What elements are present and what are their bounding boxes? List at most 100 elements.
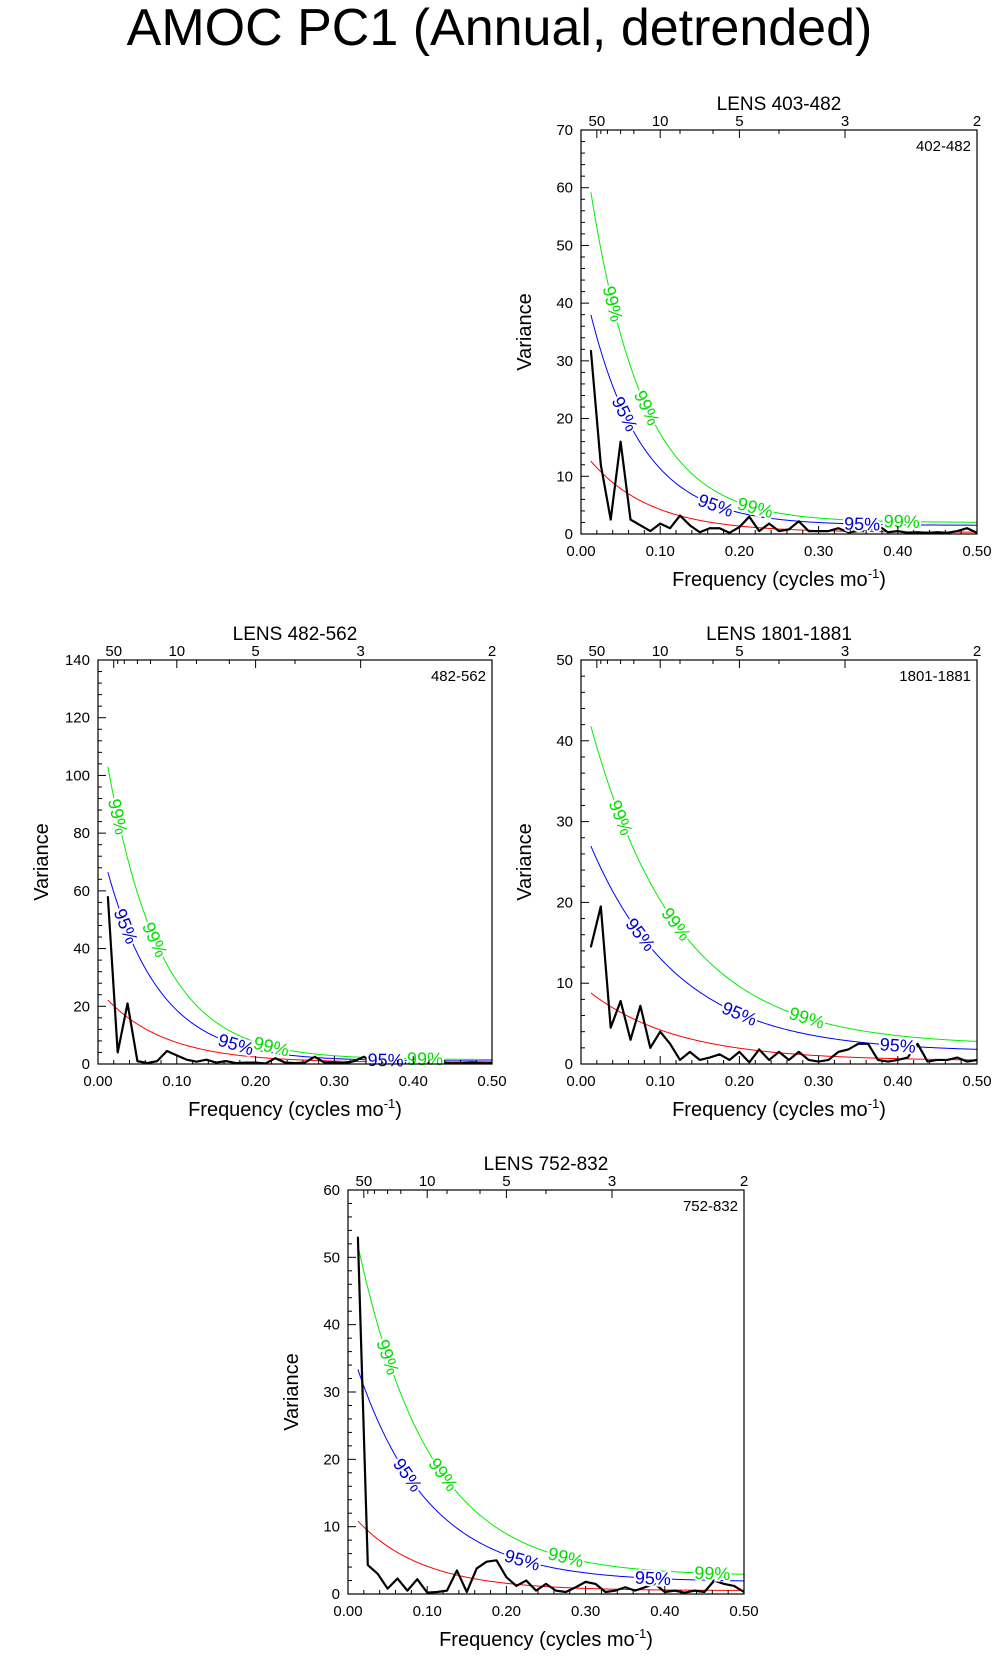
spectrum-point: [877, 1059, 879, 1061]
spectrum-point: [466, 1591, 468, 1593]
ci95-label: 95%: [367, 1050, 403, 1071]
spectrum-point: [422, 1061, 424, 1064]
plot-area: [589, 192, 977, 534]
x-tick-label: 0.00: [566, 543, 595, 560]
x-tick-label: 0.30: [804, 543, 833, 560]
y-tick-label: 20: [323, 1451, 340, 1468]
x-axis-label-sup: -1: [868, 1096, 880, 1111]
spectrum-point: [373, 1061, 375, 1064]
spectrum-point: [733, 1585, 735, 1587]
spectrum-point: [629, 518, 632, 521]
page-title: AMOC PC1 (Annual, detrended): [126, 0, 873, 57]
spectrum-point: [225, 1060, 227, 1062]
x-tick-label: 0.50: [729, 1603, 758, 1620]
spectrum-point: [471, 1061, 474, 1064]
top-period-label: 5: [251, 643, 259, 660]
spectrum-point: [649, 1047, 652, 1049]
spectrum-point: [166, 1050, 168, 1052]
plot-frame: [580, 659, 978, 1065]
x-axis-label-main: Frequency (cycles mo: [188, 1099, 384, 1121]
spectrum-point: [176, 1054, 178, 1057]
y-tick-label: 120: [65, 710, 90, 727]
spectrum-point: [525, 1579, 527, 1582]
spectrum-point: [738, 1051, 741, 1053]
top-period-label: 10: [419, 1173, 436, 1190]
plot-area: [589, 726, 977, 1064]
y-tick-label: 40: [556, 733, 573, 750]
spectrum-point: [590, 946, 592, 948]
x-axis-label-end: ): [646, 1629, 653, 1651]
spectrum-point: [244, 1061, 247, 1064]
spectrum-point: [639, 1005, 642, 1007]
ci95-label: 95%: [634, 1568, 671, 1590]
x-axis-label: Frequency (cycles mo-1): [672, 566, 886, 591]
spectrum-point: [535, 1589, 537, 1592]
spectrum-point: [545, 1583, 547, 1585]
ci95-curve: [590, 314, 977, 526]
spectrum-line: [589, 350, 977, 534]
spectrum-point: [946, 532, 949, 534]
spectrum-point: [396, 1577, 399, 1580]
y-tick-label: 30: [556, 353, 573, 370]
spectrum-point: [195, 1060, 198, 1063]
spectrum-point: [614, 1589, 617, 1592]
y-tick-label: 40: [556, 295, 573, 312]
spectrum-point: [708, 1056, 711, 1059]
spectrum-point: [107, 895, 109, 898]
plot-area: [106, 766, 492, 1064]
ci99-label: 99%: [407, 1049, 443, 1069]
top-period-label: 3: [841, 643, 849, 660]
top-period-label: 50: [355, 1173, 372, 1190]
ci99-label: 99%: [138, 919, 171, 960]
spectrum-point: [649, 530, 652, 532]
inset-label: 482-562: [431, 668, 486, 685]
spectrum-point: [446, 1589, 448, 1592]
spectrum-point: [274, 1057, 277, 1060]
x-tick-label: 0.40: [883, 1073, 912, 1090]
spectrum-point: [807, 1059, 810, 1061]
spectrum-point: [609, 518, 612, 521]
spectrum-point: [367, 1564, 369, 1566]
spectrum-point: [936, 531, 939, 534]
ci99-curve: [590, 192, 977, 523]
x-tick-label: 0.00: [83, 1073, 112, 1090]
spectrum-point: [699, 1059, 701, 1061]
spectrum-point: [416, 1578, 419, 1580]
spectrum-point: [609, 1026, 612, 1029]
ci95-label: 95%: [621, 914, 659, 955]
spectrum-point: [857, 530, 859, 532]
x-tick-label: 0.10: [162, 1073, 191, 1090]
top-period-label: 5: [735, 113, 743, 130]
spectrum-point: [659, 1030, 661, 1033]
spectrum-point: [867, 1043, 869, 1045]
y-tick-label: 60: [323, 1182, 340, 1199]
inset-label: 752-832: [683, 1198, 738, 1215]
top-period-label: 3: [356, 643, 364, 660]
x-tick-label: 0.40: [650, 1603, 679, 1620]
top-period-label: 50: [105, 643, 122, 660]
ci99-label: 99%: [884, 511, 920, 532]
top-period-label: 3: [841, 113, 849, 130]
x-tick-label: 0.40: [883, 543, 912, 560]
spectrum-point: [619, 440, 622, 443]
ci99-label: 99%: [694, 1563, 731, 1584]
x-axis-label: Frequency (cycles mo-1): [439, 1626, 653, 1651]
spectrum-point: [758, 1048, 760, 1051]
x-tick-label: 0.10: [413, 1603, 442, 1620]
spectrum-point: [555, 1589, 557, 1592]
ci99-curve: [107, 766, 492, 1060]
top-period-label: 5: [735, 643, 743, 660]
spectrum-point: [515, 1585, 518, 1587]
top-period-label: 2: [973, 113, 981, 130]
spectrum-point: [600, 463, 602, 466]
spectrum-point: [619, 1000, 622, 1002]
y-tick-label: 10: [556, 468, 573, 485]
spectrum-point: [376, 1573, 379, 1575]
spectrum-point: [723, 1583, 725, 1585]
ci95-curve: [357, 1369, 744, 1582]
spectrum-point: [185, 1058, 188, 1061]
spectrum-point: [798, 520, 800, 523]
spectrum-point: [590, 349, 592, 352]
inset-label: 402-482: [916, 138, 971, 155]
